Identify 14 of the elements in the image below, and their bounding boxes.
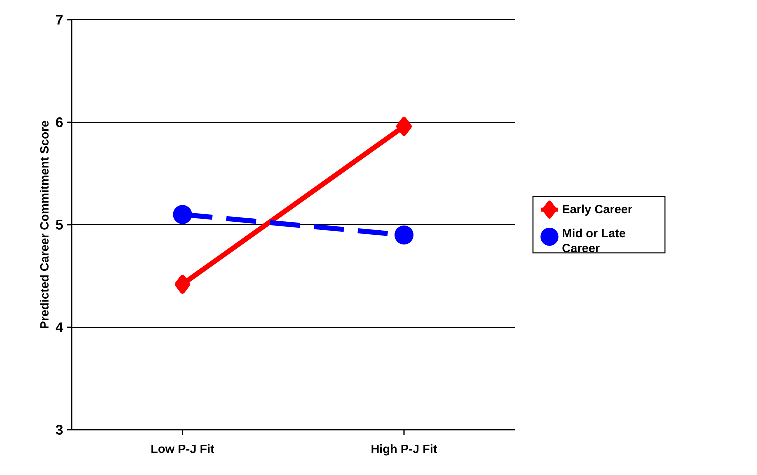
y-tick-label: 6 (56, 118, 63, 128)
point (396, 117, 412, 136)
y-tick-label: 5 (56, 220, 64, 230)
point (394, 226, 414, 245)
x-tick-label: High P-J Fit (372, 444, 438, 456)
y-tick-label: 4 (56, 322, 64, 332)
y-axis-title: Predicted Career Commitment Score (40, 121, 49, 329)
y-tick-label: 7 (56, 15, 63, 25)
x-tick-label: Low P-J Fit (152, 444, 214, 454)
point (175, 274, 190, 294)
legend-label: Mid or Late Career (562, 228, 626, 253)
point (173, 205, 192, 224)
y-tick-label: 3 (56, 425, 63, 435)
legend-label: Early Career (563, 204, 632, 216)
